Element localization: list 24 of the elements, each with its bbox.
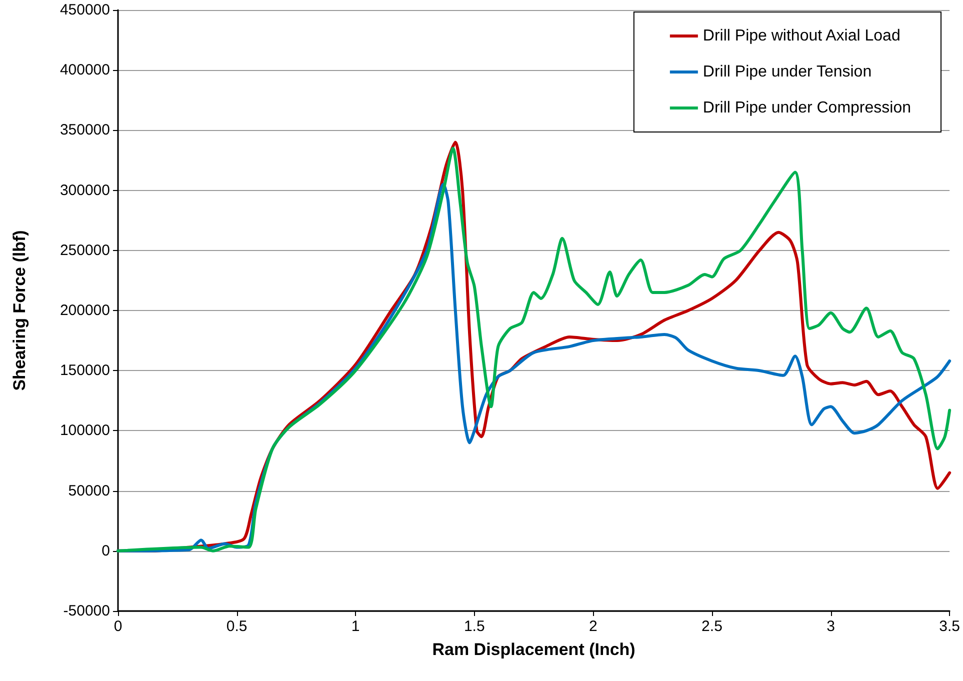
y-tick-label: 0 (102, 542, 110, 560)
y-tick-label: 200000 (60, 302, 110, 319)
x-axis-title: Ram Displacement (Inch) (432, 640, 636, 659)
y-tick-label: 450000 (60, 2, 110, 18)
legend-label: Drill Pipe under Tension (702, 64, 872, 80)
y-tick-label: -50000 (63, 602, 110, 620)
y-tick-label: 100000 (60, 422, 110, 440)
y-tick-label: 350000 (60, 122, 110, 139)
legend-label: Drill Pipe under Compression (702, 100, 912, 116)
legend-label: Drill Pipe without Axial Load (702, 28, 900, 44)
x-tick-label: 3 (826, 618, 835, 635)
x-tick-label: 3.5 (939, 618, 960, 635)
x-tick-label: 2.5 (702, 618, 722, 635)
x-tick-label: 1 (351, 618, 360, 635)
y-tick-label: 300000 (60, 182, 110, 199)
y-tick-label: 50000 (68, 482, 110, 500)
y-tick-label: 250000 (60, 242, 110, 259)
y-tick-label: 400000 (60, 62, 110, 79)
x-tick-label: 0 (114, 618, 122, 635)
x-tick-label: 2 (589, 618, 598, 635)
x-tick-label: 0.5 (226, 618, 248, 635)
y-tick-label: 150000 (60, 362, 110, 380)
x-tick-label: 1.5 (464, 618, 485, 635)
y-axis-title: Shearing Force (lbf) (10, 230, 29, 391)
